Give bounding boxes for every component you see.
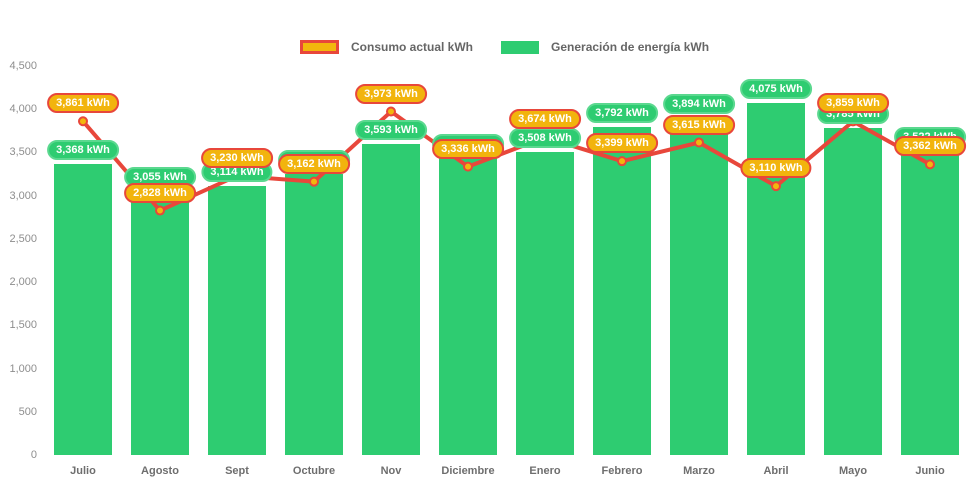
legend-item-consumo[interactable]: Consumo actual kWh (300, 40, 473, 54)
x-axis-month-label: Sept (225, 465, 249, 477)
generacion-bar (516, 151, 574, 455)
consumo-value-label: 3,615 kWh (663, 114, 735, 135)
generacion-bar (670, 118, 728, 455)
y-axis-tick-label: 2,000 (9, 276, 37, 289)
consumo-value-label: 3,336 kWh (432, 138, 504, 159)
y-axis-tick-label: 0 (30, 449, 37, 461)
x-axis-month-label: Junio (915, 465, 945, 477)
x-axis-month-label: Abril (763, 465, 789, 477)
generacion-value-label: 3,368 kWh (47, 139, 119, 160)
consumo-value-label: 3,674 kWh (509, 109, 581, 130)
y-axis-tick-label: 1,000 (9, 362, 37, 375)
x-axis-month-label: Agosto (141, 465, 179, 477)
consumo-value-label: 3,110 kWh (740, 158, 812, 179)
generacion-value-label: 3,894 kWh (663, 94, 735, 115)
legend-label-generacion: Generación de energía kWh (551, 40, 710, 54)
consumo-value-label: 2,828 kWh (124, 182, 196, 203)
generacion-bar (362, 144, 420, 455)
generacion-bar (593, 127, 651, 455)
consumo-point-marker (617, 156, 627, 167)
consumo-swatch-icon (300, 40, 339, 54)
x-axis-month-label: Diciembre (441, 465, 495, 477)
y-axis-tick-label: 3,000 (9, 189, 37, 202)
x-axis-month-label: Nov (380, 465, 402, 477)
y-axis-tick-label: 4,000 (9, 103, 37, 116)
generacion-value-label: 3,508 kWh (509, 127, 581, 148)
legend-label-consumo: Consumo actual kWh (351, 40, 474, 54)
consumo-value-label: 3,859 kWh (817, 93, 889, 114)
y-axis-tick-label: 500 (18, 405, 37, 418)
x-axis-month-label: Marzo (683, 465, 715, 477)
generacion-bar (54, 163, 112, 455)
consumo-value-label: 3,861 kWh (47, 93, 119, 114)
consumo-point-marker (463, 161, 473, 172)
chart-legend: Consumo actual kWh Generación de energía… (300, 40, 709, 54)
x-axis-month-label: Febrero (601, 465, 643, 477)
consumo-point-marker (386, 106, 396, 117)
generacion-swatch-icon (501, 40, 540, 54)
generacion-bar (208, 185, 266, 455)
generacion-bar (901, 150, 959, 455)
consumo-point-marker (78, 116, 88, 127)
generacion-bar (824, 127, 882, 455)
generacion-value-label: 4,075 kWh (740, 78, 812, 99)
consumo-point-marker (309, 176, 319, 187)
legend-item-generacion[interactable]: Generación de energía kWh (501, 40, 709, 54)
x-axis-month-label: Octubre (292, 465, 336, 477)
consumo-value-label: 3,973 kWh (355, 83, 427, 104)
consumo-value-label: 3,399 kWh (586, 133, 658, 154)
generacion-bar (439, 158, 497, 455)
consumo-value-label: 3,230 kWh (201, 147, 273, 168)
consumo-point-marker (925, 159, 935, 170)
consumo-value-label: 3,162 kWh (278, 153, 350, 174)
generacion-bar (131, 190, 189, 455)
generacion-value-label: 3,792 kWh (586, 103, 658, 124)
x-axis-month-label: Enero (529, 465, 561, 477)
generacion-value-label: 3,593 kWh (355, 120, 427, 141)
consumo-point-marker (694, 137, 704, 148)
consumo-point-marker (155, 205, 165, 216)
y-axis-tick-label: 4,500 (9, 60, 37, 72)
y-axis-tick-label: 1,500 (9, 319, 37, 332)
x-axis-month-label: Julio (70, 465, 96, 477)
consumo-value-label: 3,362 kWh (894, 136, 966, 157)
y-axis-tick-label: 3,500 (9, 146, 37, 159)
x-axis-month-label: Mayo (838, 465, 868, 477)
y-axis-tick-label: 2,500 (9, 232, 37, 245)
generacion-bar (285, 174, 343, 455)
consumo-point-marker (771, 181, 781, 192)
